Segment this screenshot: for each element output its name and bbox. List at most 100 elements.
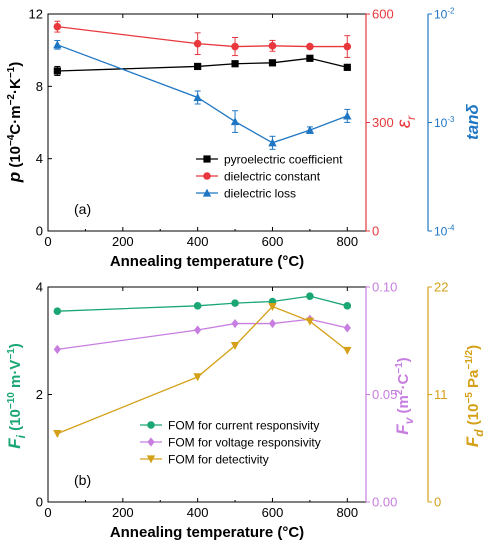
right2-axis-title: tanδ (463, 103, 482, 140)
data-point (268, 59, 277, 67)
data-point (231, 60, 239, 68)
data-point (268, 318, 277, 329)
data-point (343, 323, 351, 333)
x-axis-label: Annealing temperature (°C) (110, 524, 304, 541)
legend-entry: FOM for current responsivity (140, 419, 319, 433)
right2-tick-label: 11 (434, 387, 448, 402)
panel-label: (b) (74, 472, 91, 488)
data-point (193, 39, 202, 48)
data-point (193, 302, 202, 310)
x-tick-label: 600 (262, 234, 284, 249)
data-point (305, 125, 315, 134)
data-point (53, 429, 62, 438)
x-axis-label: Annealing temperature (°C) (110, 253, 304, 270)
right2-axis-title-b: Fd (10−5 Pa−1/2) (463, 345, 486, 447)
series-FOM-for-current-responsivity (53, 292, 352, 315)
data-point (53, 40, 62, 49)
left-tick-label: 0 (36, 224, 43, 239)
data-point (343, 42, 352, 51)
legend-marker (203, 155, 211, 163)
left-tick-label: 0 (36, 495, 43, 510)
data-point (306, 54, 314, 62)
legend-label: dielectric loss (224, 187, 296, 201)
right1-tick-label: 0.00 (372, 495, 397, 510)
left-axis-title: p (10−4C·m−2·K−1) (5, 62, 24, 183)
series-line (57, 26, 348, 48)
x-tick-label: 400 (187, 234, 209, 249)
legend-entry: pyroelectric coefficient (196, 153, 343, 167)
left-tick-label: 4 (36, 280, 43, 295)
data-point (268, 138, 277, 147)
right1-axis-title: εr (394, 115, 418, 128)
series-line (57, 57, 348, 72)
left-tick-label: 2 (36, 387, 43, 402)
data-point (343, 302, 352, 310)
legend-label: dielectric constant (224, 170, 321, 184)
data-point (193, 93, 202, 102)
data-point (231, 42, 239, 51)
x-tick-label: 200 (112, 505, 134, 520)
right1-axis-title-b: Fv (m2·C−1) (393, 357, 416, 434)
data-point (268, 42, 277, 50)
right1-tick-label: 0 (372, 224, 379, 239)
x-tick-label: 0 (44, 234, 51, 249)
x-tick-label: 800 (336, 234, 358, 249)
legend-entry: dielectric loss (196, 187, 296, 201)
x-tick-label: 0 (44, 505, 51, 520)
data-point (230, 342, 240, 351)
data-point (53, 307, 62, 315)
data-point (343, 63, 351, 71)
legend-label: FOM for voltage responsivity (168, 436, 321, 450)
legend-label: pyroelectric coefficient (224, 153, 343, 167)
data-point (193, 373, 202, 382)
legend-marker (147, 437, 155, 447)
legend-label: FOM for detectivity (168, 453, 269, 467)
series-dielectric-loss (53, 39, 352, 150)
plot-frame (47, 286, 367, 503)
data-point (230, 117, 240, 126)
data-point (194, 62, 202, 71)
right1-tick-label: 300 (372, 115, 394, 130)
x-tick-label: 800 (336, 505, 358, 520)
right2-tick-label: 0 (434, 495, 441, 510)
data-point (343, 346, 352, 355)
panel-label: (a) (74, 201, 91, 217)
x-tick-label: 200 (112, 234, 134, 249)
legend-label: FOM for current responsivity (168, 419, 319, 433)
x-tick-label: 600 (262, 505, 284, 520)
data-point (231, 299, 239, 307)
right1-tick-label: 0.10 (372, 280, 397, 295)
data-point (231, 318, 239, 329)
data-point (194, 325, 202, 335)
series-FOM-for-voltage-responsivity (53, 314, 351, 354)
left-tick-label: 12 (29, 7, 43, 22)
right2-tick-label: 22 (434, 280, 448, 295)
left-axis-title-b: Fi (10−10 m·V−1) (5, 343, 28, 448)
panel-a: 0 200 400 600 800 Annealing temperature (°C) 0… (29, 7, 455, 271)
data-point (343, 111, 352, 120)
series-line (57, 295, 348, 312)
legend-marker (147, 421, 155, 429)
series-line (57, 318, 348, 350)
right2-tick-label: 10-3 (434, 115, 455, 130)
legend-marker (146, 455, 156, 464)
legend-entry: dielectric constant (196, 170, 321, 184)
series-dielectric-constant (53, 20, 352, 58)
x-tick-label: 400 (187, 505, 209, 520)
legend-marker (202, 188, 212, 197)
series-pyroelectric-coefficient (53, 54, 351, 76)
legend-entry: FOM for detectivity (140, 453, 269, 467)
series-line (57, 305, 348, 435)
data-point (305, 317, 315, 326)
data-point (306, 42, 314, 51)
data-point (268, 302, 277, 311)
right1-tick-label: 0.05 (372, 387, 397, 402)
series-FOM-for-detectivity (53, 302, 352, 438)
legend-entry: FOM for voltage responsivity (140, 436, 321, 450)
left-tick-label: 4 (36, 151, 43, 166)
data-point (53, 67, 61, 75)
series-line (57, 44, 348, 144)
data-point (306, 292, 314, 300)
